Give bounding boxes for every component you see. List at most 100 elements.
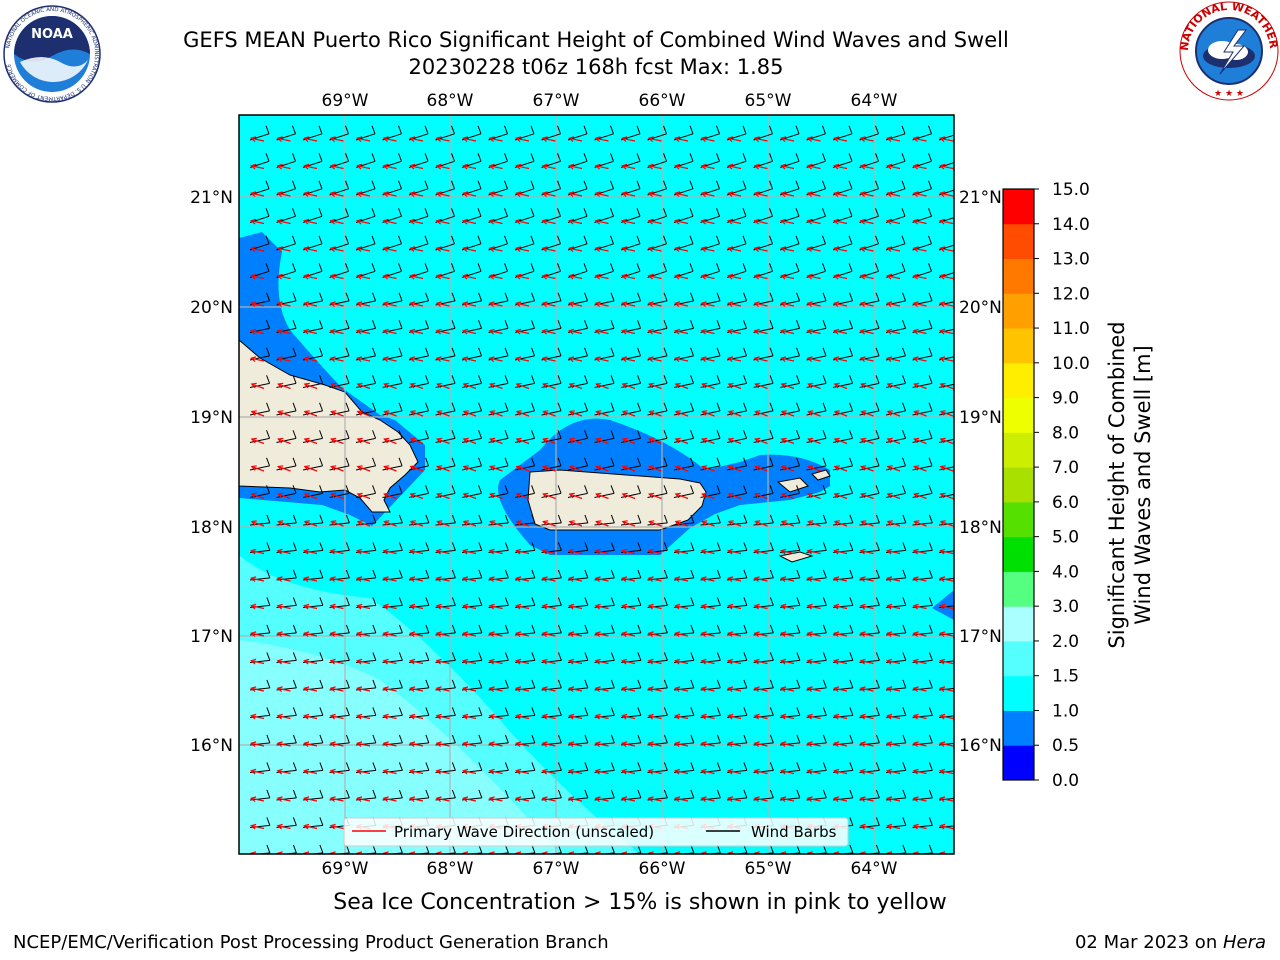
wave-arrowhead — [754, 437, 761, 444]
wave-arrowhead — [621, 658, 628, 665]
wave-arrowhead — [330, 520, 337, 526]
wave-arrow — [595, 660, 609, 665]
lon-label-top: 69°W — [322, 91, 369, 111]
wind-barb-tick — [424, 235, 429, 244]
wind-barb-tick — [557, 235, 561, 244]
wind-barb-tick — [716, 597, 721, 606]
wave-arrowhead — [807, 492, 814, 499]
wave-arrowhead — [647, 686, 654, 693]
wave-arrow — [887, 797, 901, 802]
wind-barb — [673, 492, 694, 498]
wind-barb-tick — [875, 542, 880, 551]
wave-arrowhead — [886, 163, 893, 170]
wave-arrow — [940, 357, 954, 362]
wave-arrow — [596, 520, 609, 527]
wave-arrow — [914, 438, 927, 445]
wind-barb-tick — [822, 430, 827, 439]
wave-arrow — [595, 797, 609, 802]
wave-arrow — [410, 797, 424, 802]
wave-arrowhead — [700, 136, 707, 143]
wave-arrowhead — [488, 686, 495, 693]
wind-barb — [514, 382, 535, 388]
wave-arrowhead — [250, 191, 257, 198]
wave-arrowhead — [250, 410, 257, 416]
wind-barb-tick — [743, 652, 748, 661]
wave-arrowhead — [250, 686, 257, 693]
wave-arrowhead — [806, 796, 813, 803]
wave-arrowhead — [303, 246, 310, 253]
wave-arrow — [913, 302, 927, 307]
wave-arrowhead — [250, 658, 257, 665]
wind-barb-tick — [743, 734, 748, 744]
wave-arrow — [277, 302, 291, 307]
wind-barb — [355, 492, 376, 498]
wind-barb — [647, 410, 668, 416]
wind-barb-tick — [583, 235, 588, 244]
wind-barb — [302, 465, 323, 471]
wave-arrow — [304, 137, 318, 142]
wind-barb-tick — [266, 485, 271, 494]
wave-arrowhead — [700, 218, 707, 225]
wave-arrow — [913, 165, 927, 170]
wind-barb — [673, 410, 694, 416]
wave-arrow — [542, 357, 556, 362]
wave-arrowhead — [382, 328, 389, 335]
wind-barb-tick — [796, 320, 801, 329]
wave-arrow — [436, 220, 450, 225]
wind-barb — [753, 492, 774, 498]
wave-arrow — [331, 520, 344, 527]
colorbar-label-line1: Significant Height of Combined — [1105, 321, 1129, 648]
wind-barb-tick — [822, 320, 827, 329]
lon-label-bottom: 65°W — [745, 859, 792, 879]
wave-arrowhead — [674, 520, 681, 526]
wave-arrow — [648, 357, 662, 362]
wave-arrowhead — [435, 218, 442, 225]
wave-arrowhead — [330, 437, 337, 444]
wave-arrow — [834, 577, 848, 582]
wind-barb — [435, 437, 456, 443]
wind-barb — [647, 465, 668, 471]
wave-arrowhead — [435, 796, 442, 803]
wave-arrow — [622, 493, 636, 500]
wind-barb-tick — [504, 514, 509, 524]
wave-arrowhead — [382, 686, 389, 693]
wind-barb-tick — [956, 320, 959, 328]
wave-arrowhead — [409, 631, 416, 638]
wave-arrow — [648, 577, 662, 582]
wave-arrow — [754, 302, 768, 307]
wind-barb-tick — [292, 180, 296, 189]
wave-arrowhead — [621, 686, 628, 693]
wind-barb-tick — [319, 430, 324, 439]
wave-arrowhead — [303, 520, 310, 526]
wave-arrow — [648, 247, 662, 252]
chart-title: GEFS MEAN Puerto Rico Significant Height… — [183, 28, 1009, 52]
wave-arrow — [595, 632, 609, 637]
wave-arrowhead — [303, 465, 310, 471]
wave-arrowhead — [250, 328, 257, 335]
wind-barb — [806, 410, 827, 416]
wave-arrowhead — [356, 246, 363, 253]
wave-arrow — [251, 165, 265, 170]
wave-arrow — [569, 357, 583, 362]
wave-arrowhead — [594, 548, 601, 555]
wave-arrowhead — [780, 548, 787, 555]
wind-barb-tick — [610, 208, 614, 217]
wave-arrow — [648, 632, 662, 637]
wind-barb-tick — [849, 789, 854, 799]
wave-arrow — [834, 383, 848, 390]
wave-arrow — [913, 770, 927, 775]
wave-arrowhead — [250, 768, 257, 775]
wave-arrow — [384, 465, 397, 472]
wind-barb-tick — [557, 762, 562, 771]
wave-arrow — [940, 632, 954, 637]
wave-arrowhead — [886, 741, 893, 748]
wave-arrowhead — [780, 768, 787, 775]
wind-barb — [647, 492, 668, 498]
wave-arrow — [516, 302, 530, 307]
wind-barb-tick — [398, 375, 403, 384]
wind-barb-tick — [849, 569, 854, 579]
wind-barb-tick — [531, 514, 536, 524]
wave-arrow — [702, 383, 715, 390]
wind-barb-tick — [689, 125, 694, 134]
wave-arrow — [463, 465, 477, 472]
